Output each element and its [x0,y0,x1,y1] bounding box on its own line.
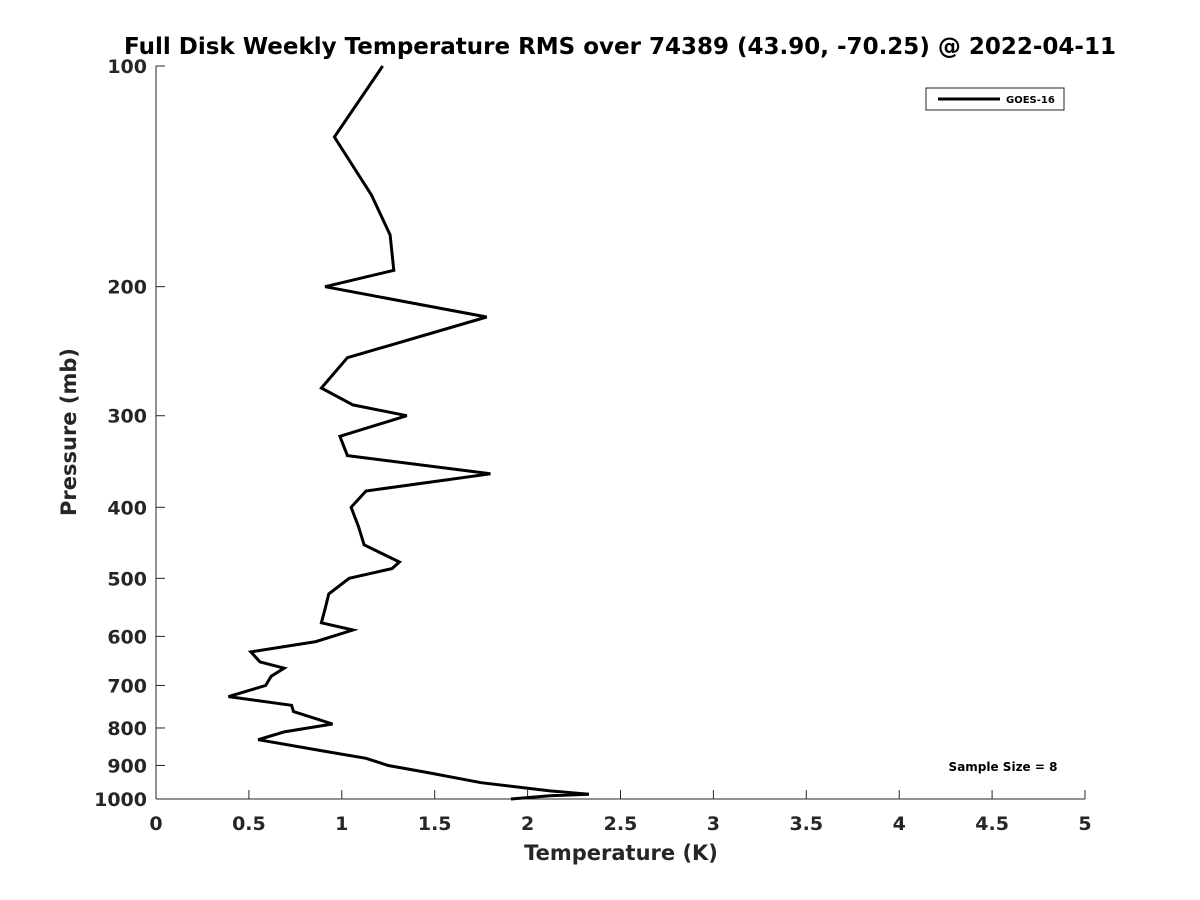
x-tick-label: 3.5 [789,813,823,835]
y-tick-label: 400 [107,497,147,519]
y-tick-label: 100 [107,56,147,78]
x-tick-label: 2.5 [604,813,638,835]
y-tick-label: 300 [107,406,147,428]
x-tick-label: 4.5 [975,813,1009,835]
plot-axes [155,66,1085,800]
x-tick-label: 5 [1078,813,1091,835]
y-tick-label: 1000 [94,789,147,811]
x-tick-label: 2 [521,813,534,835]
y-tick-label: 200 [107,277,147,299]
x-axis-label: Temperature (K) [524,841,718,865]
chart-title: Full Disk Weekly Temperature RMS over 74… [124,34,1116,60]
y-tick-label: 500 [107,568,147,590]
y-tick-label: 600 [107,626,147,648]
y-axis-ticks: 100 200 300 400 500 600 700 800 900 1000 [94,56,165,811]
x-axis-ticks: 0 0.5 1 1.5 2 2.5 3 3.5 4 4.5 5 [149,790,1092,835]
series-layer [228,65,590,801]
x-tick-label: 0 [149,813,162,835]
x-tick-label: 4 [893,813,906,835]
y-tick-label: 700 [107,675,147,697]
series-line-goes-16 [228,65,590,801]
sample-size-annotation: Sample Size = 8 [949,760,1058,774]
legend: GOES-16 [925,87,1065,111]
x-tick-label: 1 [335,813,348,835]
legend-label-goes-16: GOES-16 [1006,95,1055,106]
x-tick-label: 1.5 [418,813,452,835]
x-tick-label: 0.5 [232,813,266,835]
y-tick-label: 800 [107,718,147,740]
y-axis-label: Pressure (mb) [57,348,81,516]
y-tick-label: 900 [107,755,147,777]
x-tick-label: 3 [707,813,720,835]
